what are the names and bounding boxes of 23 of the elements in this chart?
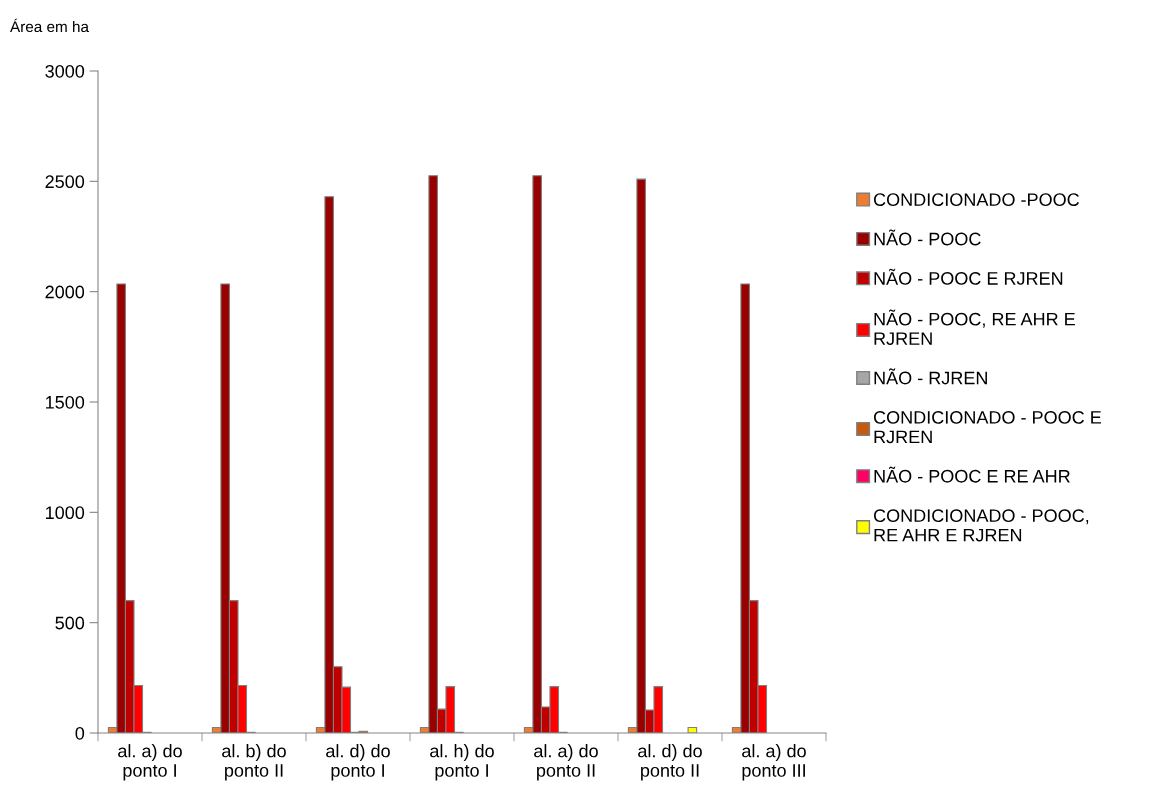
legend-label: NÃO - POOC: [874, 229, 981, 246]
x-tick-label: al. d) do ponto I: [326, 744, 390, 781]
y-tick-label: 2000: [45, 285, 85, 299]
x-tick-label: al. a) do ponto II: [534, 744, 598, 781]
y-tick-label: 1000: [46, 506, 85, 520]
x-tick-label: al. d) do ponto II: [638, 744, 702, 781]
x-tick-label: al. a) do ponto III: [742, 744, 806, 781]
y-tick-label: 2500: [45, 175, 85, 189]
y-tick-label: 1500: [46, 395, 85, 409]
legend-label: NÃO - POOC E RJREN: [874, 268, 1063, 285]
legend-label: NÃO - POOC E RE AHR: [874, 466, 1070, 483]
y-tick-label: 0: [75, 726, 85, 740]
x-tick-label: al. h) do ponto I: [430, 744, 494, 781]
legend-label: CONDICIONADO - POOC E RJREN: [873, 411, 1101, 444]
legend-label: CONDICIONADO - POOC, RE AHR E RJREN: [873, 509, 1089, 542]
x-tick-label: al. a) do ponto I: [118, 744, 182, 781]
legend-label: CONDICIONADO -POOC: [873, 193, 1080, 207]
legend-label: NÃO - POOC, RE AHR E RJREN: [874, 309, 1075, 345]
y-tick-label: 500: [55, 616, 85, 630]
legend-label: NÃO - RJREN: [874, 368, 987, 385]
x-tick-label: al. b) do ponto II: [222, 744, 286, 781]
y-axis-title: Área em ha: [10, 18, 89, 33]
y-tick-label: 3000: [45, 64, 85, 78]
